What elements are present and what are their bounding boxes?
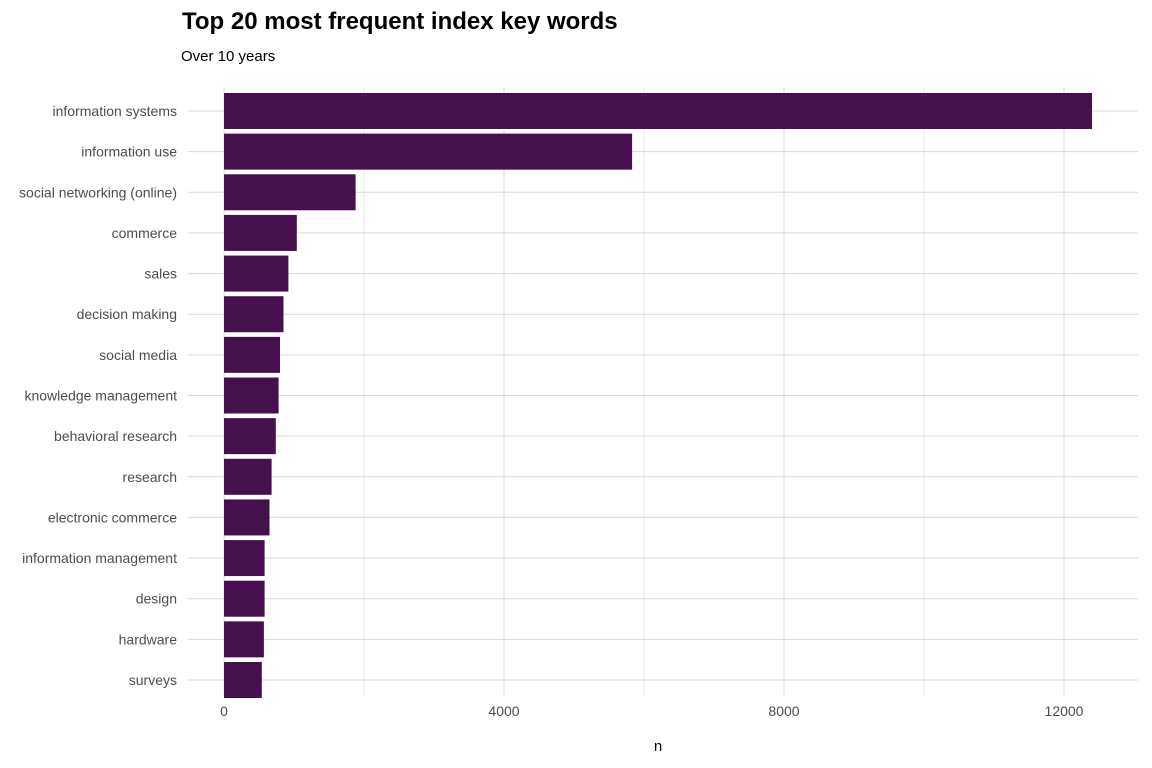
- bar: [224, 255, 289, 292]
- x-tick-label: 4000: [488, 703, 519, 719]
- category-labels: information systems information use social…: [19, 103, 177, 688]
- chart-title: Top 20 most frequent index key words: [182, 8, 618, 35]
- chart-subtitle: Over 10 years: [181, 48, 276, 65]
- bar: [224, 296, 284, 333]
- category-label: research: [123, 469, 177, 485]
- bar: [224, 418, 276, 455]
- x-tick-label: 12000: [1045, 703, 1084, 719]
- x-axis-ticks: 0 4000 8000 12000: [220, 703, 1084, 719]
- bar: [224, 662, 262, 698]
- category-label: surveys: [129, 672, 177, 688]
- category-label: electronic commerce: [48, 509, 177, 525]
- x-axis-title: n: [654, 738, 662, 755]
- category-label: hardware: [119, 631, 178, 647]
- category-label: behavioral research: [54, 428, 177, 444]
- x-tick-label: 0: [220, 703, 228, 719]
- category-label: design: [136, 591, 177, 607]
- bar: [224, 540, 265, 577]
- category-label: sales: [144, 266, 177, 282]
- bar: [224, 336, 280, 373]
- category-label: decision making: [77, 306, 177, 322]
- category-label: knowledge management: [24, 388, 177, 404]
- category-label: commerce: [112, 225, 178, 241]
- x-tick-label: 8000: [768, 703, 799, 719]
- bar: [224, 214, 297, 251]
- bar: [224, 133, 633, 170]
- bar: [224, 174, 356, 211]
- bar: [224, 580, 265, 617]
- category-label: information management: [22, 550, 177, 566]
- category-label: information systems: [53, 103, 177, 119]
- bar: [224, 621, 264, 658]
- bar: [224, 458, 272, 495]
- bar: [224, 499, 270, 536]
- category-label: social networking (online): [19, 184, 177, 200]
- bar: [224, 377, 279, 414]
- category-label: information use: [81, 144, 177, 160]
- bar: [224, 93, 1092, 129]
- category-label: social media: [99, 347, 177, 363]
- bars: [224, 93, 1092, 698]
